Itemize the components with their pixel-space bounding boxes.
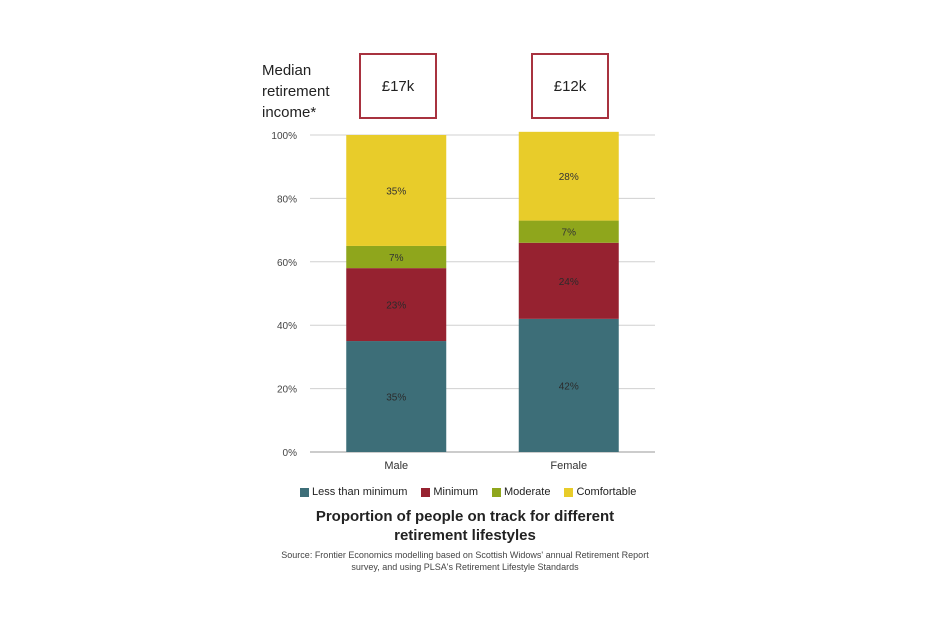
data-label: 7% — [562, 228, 577, 239]
legend-label: Minimum — [433, 486, 478, 498]
male-income-box: £17k — [359, 53, 437, 119]
data-label: 24% — [559, 277, 579, 288]
x-tick-label: Female — [550, 460, 587, 472]
bar-segment-female-less-than-minimum — [518, 318, 619, 452]
legend-label: Less than minimum — [312, 486, 408, 498]
legend-swatch — [564, 487, 574, 497]
legend-swatch — [300, 487, 309, 497]
legend-swatch — [421, 487, 431, 497]
y-tick-label: 80% — [277, 194, 297, 205]
y-tick-label: 100% — [271, 131, 297, 142]
bar-segment-female-minimum — [518, 242, 619, 319]
data-label: 23% — [386, 301, 406, 312]
data-label: 35% — [386, 186, 406, 197]
data-label: 28% — [559, 172, 579, 183]
bar-segment-male-moderate — [346, 245, 447, 269]
bar-segment-male-less-than-minimum — [346, 341, 447, 452]
y-tick-label: 0% — [283, 448, 298, 459]
bar-segment-male-minimum — [346, 268, 447, 342]
bar-segment-female-moderate — [518, 220, 619, 243]
legend-label: Moderate — [504, 486, 551, 498]
bar-segment-male-comfortable — [346, 135, 447, 246]
data-label: 35% — [386, 393, 406, 404]
data-label: 7% — [389, 253, 404, 264]
median-income-label: Median retirement income* — [262, 62, 330, 121]
y-tick-label: 20% — [277, 385, 297, 396]
female-income-box: £12k — [531, 53, 609, 119]
y-tick-label: 40% — [277, 321, 297, 332]
legend-label: Comfortable — [576, 486, 637, 498]
bar-segment-female-comfortable — [518, 131, 619, 221]
legend-item: Moderate — [492, 486, 550, 498]
legend: Less than minimum Minimum Moderate Comforta… — [300, 486, 680, 498]
y-tick-label: 60% — [277, 258, 297, 269]
legend-item: Comfortable — [564, 486, 636, 498]
x-tick-label: Male — [384, 460, 408, 472]
legend-swatch — [492, 487, 501, 497]
data-label: 42% — [559, 381, 579, 392]
legend-item: Less than minimum — [300, 486, 407, 498]
legend-item: Minimum — [421, 486, 478, 498]
chart-source: Source: Frontier Economics modelling bas… — [281, 550, 649, 572]
chart-title: Proportion of people on track for differ… — [315, 508, 615, 544]
